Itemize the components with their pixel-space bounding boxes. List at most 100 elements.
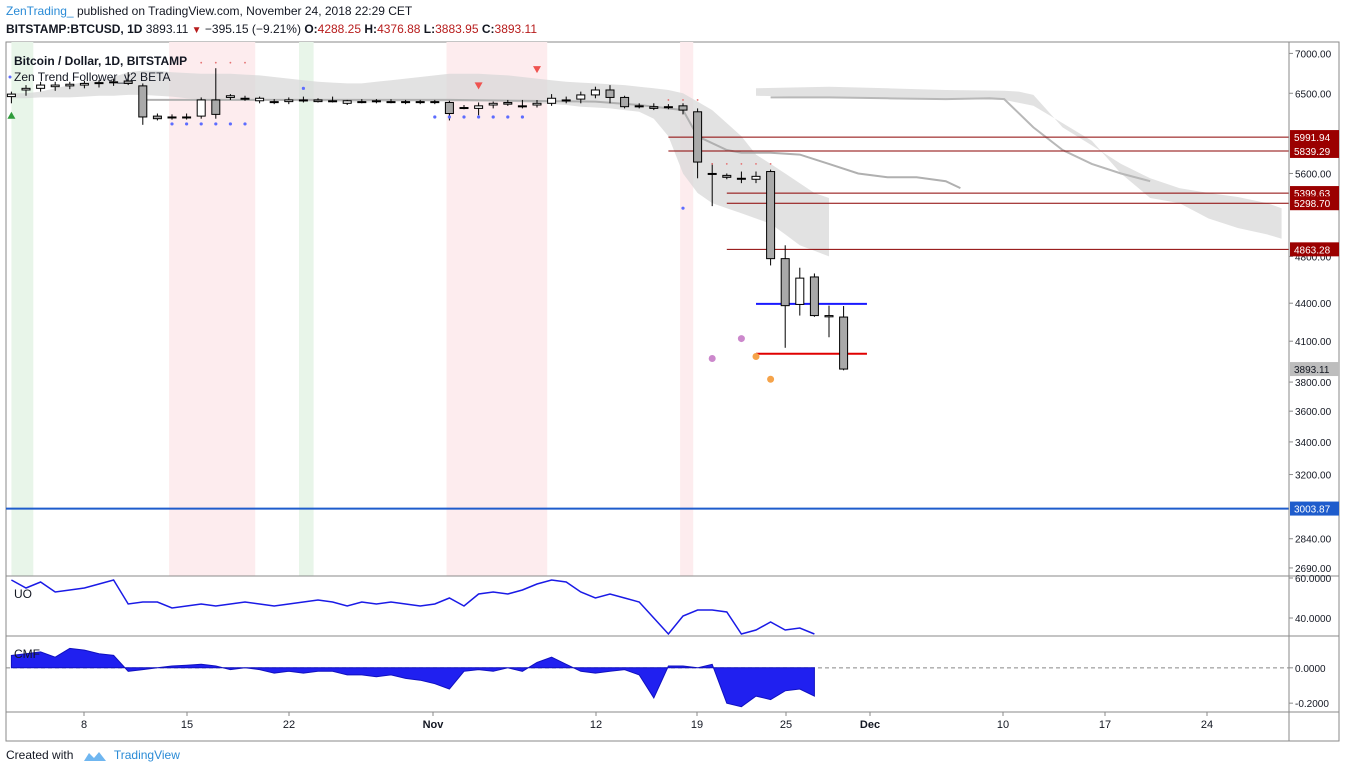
orange-signal-dot — [752, 353, 760, 361]
candle — [152, 113, 162, 121]
candles — [6, 68, 849, 371]
candle-body — [766, 171, 776, 260]
candle-body — [751, 175, 761, 180]
candle-body — [211, 99, 221, 115]
resistance-level-tag — [1290, 242, 1339, 257]
red-dot-marker — [740, 163, 743, 165]
candle — [809, 273, 819, 317]
candle — [94, 80, 104, 88]
red-dot-marker — [229, 61, 232, 64]
candle-body — [488, 102, 498, 106]
candle-body — [138, 85, 148, 118]
candle-body — [707, 172, 717, 175]
last-price: 3893.11 — [145, 22, 189, 36]
price-tick-label: 6500.00 — [1295, 89, 1332, 100]
price-tick-label: 4400.00 — [1295, 299, 1332, 310]
time-tick-label: 10 — [997, 719, 1009, 731]
candle-body — [547, 97, 557, 104]
candle — [547, 94, 557, 106]
candle — [839, 306, 849, 371]
resistance-level-label: 5839.29 — [1294, 147, 1331, 158]
candle — [620, 95, 630, 109]
oscillator-panes — [6, 579, 1289, 708]
candle — [313, 98, 323, 103]
candle-body — [328, 100, 338, 103]
candle-body — [21, 87, 31, 91]
close-value: 3893.11 — [494, 22, 538, 36]
price-tick-label: 4800.00 — [1295, 252, 1332, 263]
time-tick-label: 12 — [590, 719, 602, 731]
candle — [6, 91, 16, 104]
candle — [634, 103, 644, 109]
time-tick-label: 17 — [1099, 719, 1111, 731]
signal-markers — [7, 61, 775, 383]
candle — [386, 99, 396, 104]
signal-zone — [446, 42, 548, 576]
author-link[interactable]: ZenTrading_ — [6, 4, 74, 18]
candle-body — [620, 96, 630, 108]
candle — [576, 91, 586, 104]
orange-signal-dot — [767, 375, 775, 383]
legend-indicator: Zen Trend Follower_v2 BETA — [14, 70, 171, 84]
price-tick-label: 2690.00 — [1295, 564, 1332, 575]
blue-dot-marker — [433, 115, 437, 119]
candle — [65, 81, 75, 90]
candle-body — [678, 105, 688, 111]
candle-body — [182, 116, 192, 119]
candle — [503, 99, 513, 106]
candle-body — [444, 101, 454, 115]
candle — [50, 81, 60, 91]
tradingview-link[interactable]: TradingView — [113, 748, 180, 762]
chart-canvas[interactable]: 7000.00 6500.00 5600.00 4800.00 4400.00 4100.… — [0, 0, 1346, 745]
published-text: published on TradingView.com, November 2… — [76, 4, 413, 18]
candle-body — [240, 97, 250, 100]
low-value: 3883.95 — [435, 22, 479, 36]
red-dot-marker — [682, 99, 684, 101]
sell-signal-icon — [533, 66, 541, 74]
candle — [225, 94, 235, 100]
candle-body — [6, 93, 16, 98]
last-price-tag — [1290, 362, 1339, 377]
close-label: C: — [481, 22, 495, 36]
red-dot-marker — [725, 163, 728, 165]
blue-dot-marker — [170, 122, 174, 126]
candle-body — [722, 174, 732, 178]
cmf-pane-label: CMF — [14, 647, 40, 661]
candle — [736, 171, 746, 184]
candle-body — [605, 89, 615, 98]
resistance-level-tag — [1290, 143, 1339, 158]
candle-body — [284, 99, 294, 103]
support-level-label: 3003.87 — [1294, 505, 1331, 516]
time-tick-label: 19 — [691, 719, 703, 731]
candle — [590, 86, 600, 99]
candle — [649, 103, 659, 111]
candle-body — [736, 177, 746, 180]
candle — [182, 113, 192, 120]
candle-body — [298, 99, 308, 102]
candle-body — [109, 81, 119, 84]
uo-tick-label: 40.0000 — [1295, 614, 1332, 625]
blue-dot-marker — [214, 122, 218, 126]
candle — [284, 97, 294, 105]
candle-body — [561, 99, 571, 102]
resistance-level-label: 5298.70 — [1294, 199, 1331, 210]
candle-body — [196, 99, 206, 117]
candle-body — [371, 100, 381, 103]
purple-signal-dot — [737, 335, 745, 343]
cloud-area — [11, 70, 829, 257]
candle — [474, 102, 484, 116]
candle-body — [123, 80, 133, 84]
red-dot-marker — [667, 99, 670, 101]
candle-body — [65, 83, 75, 87]
candle-body — [357, 101, 367, 104]
blue-dot-marker — [301, 86, 305, 90]
resistance-level-label: 4863.28 — [1294, 245, 1331, 256]
candle — [21, 85, 31, 96]
axes: 7000.00 6500.00 5600.00 4800.00 4400.00 4100.… — [6, 42, 1339, 741]
tradingview-logo-icon — [83, 751, 106, 761]
candle-body — [824, 315, 834, 318]
cmf-tick-label: 0.0000 — [1295, 664, 1326, 675]
red-dot-marker — [244, 61, 246, 64]
candle — [663, 104, 673, 110]
candle-body — [503, 101, 513, 105]
